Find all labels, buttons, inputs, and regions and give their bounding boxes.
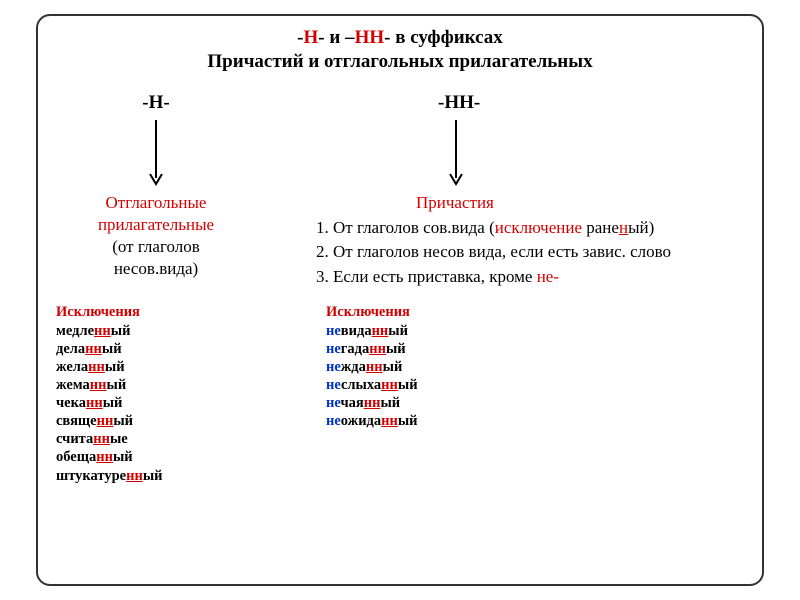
column-n: -Н- Отглагольные прилагательные (от глаг… bbox=[56, 92, 256, 290]
rule3-b: не- bbox=[537, 267, 559, 286]
exception-word: считанные bbox=[56, 430, 266, 448]
rule1-e: ый) bbox=[628, 218, 654, 237]
columns: -Н- Отглагольные прилагательные (от глаг… bbox=[56, 92, 744, 290]
exception-word: медленный bbox=[56, 322, 266, 340]
exceptions-left: Исключения медленныйделанныйжеланныйжема… bbox=[56, 304, 266, 485]
rule1-a: 1. От глаголов сов.вида ( bbox=[316, 218, 495, 237]
exception-word: священный bbox=[56, 412, 266, 430]
exception-word: нежданный bbox=[326, 358, 744, 376]
exception-word: штукатуренный bbox=[56, 467, 266, 485]
exceptions-title-left: Исключения bbox=[56, 304, 266, 321]
exception-word: неслыханный bbox=[326, 376, 744, 394]
content-frame: -Н- и –НН- в суффиксах Причастий и отгла… bbox=[36, 14, 764, 586]
exception-word: нечаянный bbox=[326, 394, 744, 412]
exception-word: обещанный bbox=[56, 448, 266, 466]
rule3-a: 3. Если есть приставка, кроме bbox=[316, 267, 537, 286]
title-part2: Н bbox=[304, 27, 319, 48]
exception-word: негаданный bbox=[326, 340, 744, 358]
rule-1: 1. От глаголов сов.вида (исключение ране… bbox=[316, 216, 744, 241]
rule-2: 2. От глаголов несов вида, если есть зав… bbox=[316, 240, 744, 265]
title-part5: - в суффиксах bbox=[384, 27, 503, 48]
rule1-d: н bbox=[619, 218, 628, 237]
head-nn: -НН- bbox=[438, 92, 744, 114]
label-adj-4: несов.вида) bbox=[114, 259, 198, 278]
exception-word: жеманный bbox=[56, 376, 266, 394]
label-adj-2: прилагательные bbox=[98, 215, 214, 234]
exceptions-block: Исключения медленныйделанныйжеланныйжема… bbox=[56, 304, 744, 485]
head-n: -Н- bbox=[56, 92, 256, 114]
label-adj-1: Отглагольные bbox=[106, 193, 207, 212]
exception-word: чеканный bbox=[56, 394, 266, 412]
exceptions-right-list: невиданныйнегаданныйнежданныйнеслыханный… bbox=[326, 322, 744, 431]
exceptions-left-list: медленныйделанныйжеланныйжеманныйчеканны… bbox=[56, 322, 266, 485]
title-part4: НН bbox=[355, 27, 385, 48]
rule-3: 3. Если есть приставка, кроме не- bbox=[316, 265, 744, 290]
title-part3: - и – bbox=[318, 27, 354, 48]
exceptions-title-right: Исключения bbox=[326, 304, 744, 321]
main-title: -Н- и –НН- в суффиксах Причастий и отгла… bbox=[56, 26, 744, 74]
title-line2: Причастий и отглагольных прилагательных bbox=[207, 51, 592, 72]
exception-word: желанный bbox=[56, 358, 266, 376]
arrow-down-icon bbox=[448, 118, 464, 186]
arrow-down-icon bbox=[148, 118, 164, 186]
label-adj-3: (от глаголов bbox=[112, 237, 200, 256]
rules-list: 1. От глаголов сов.вида (исключение ране… bbox=[316, 216, 744, 290]
exception-word: деланный bbox=[56, 340, 266, 358]
exceptions-right: Исключения невиданныйнегаданныйнежданный… bbox=[266, 304, 744, 485]
exception-word: невиданный bbox=[326, 322, 744, 340]
exception-word: неожиданный bbox=[326, 412, 744, 430]
rule1-b: исключение bbox=[495, 218, 582, 237]
column-nn: -НН- Причастия 1. От глаголов сов.вида (… bbox=[256, 92, 744, 290]
label-participle: Причастия bbox=[416, 192, 744, 214]
label-verbal-adj: Отглагольные прилагательные (от глаголов… bbox=[56, 192, 256, 280]
rule1-c: ране bbox=[582, 218, 619, 237]
